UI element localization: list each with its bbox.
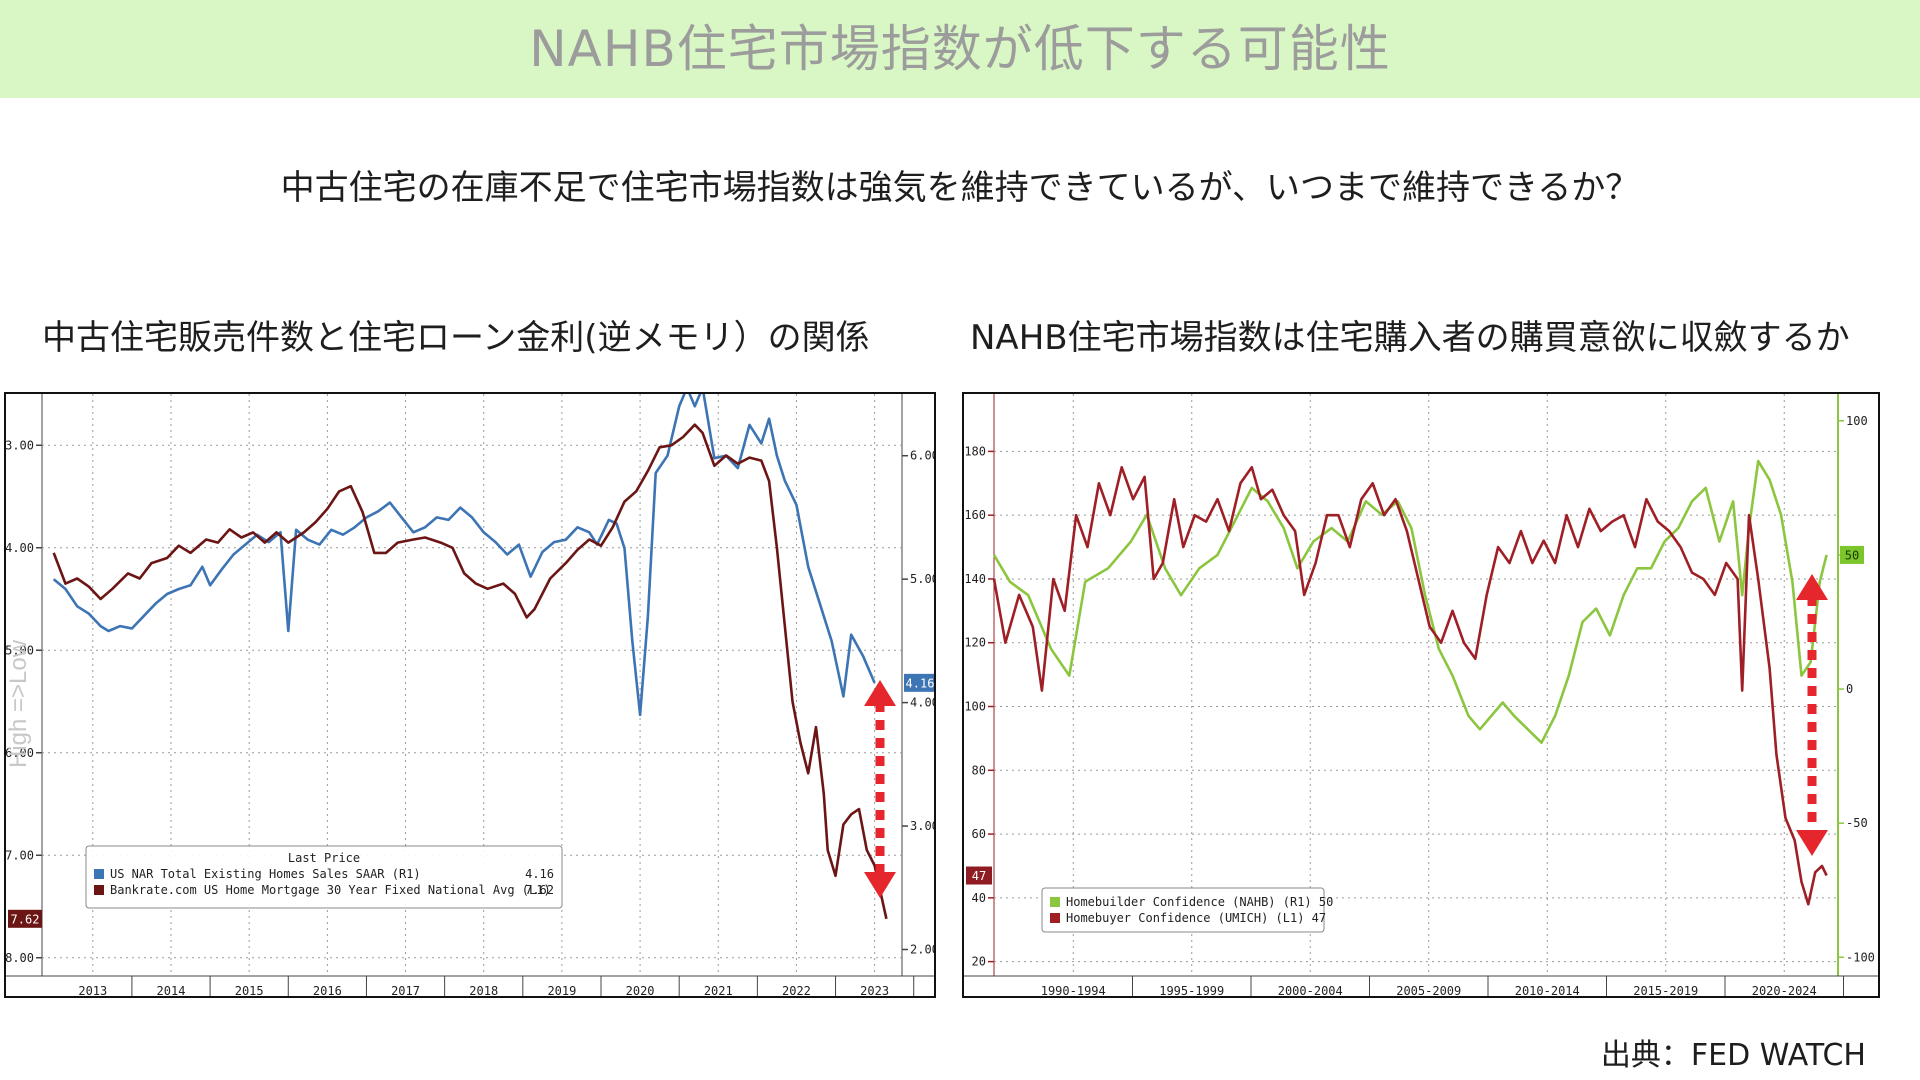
left-last-price-badge-label: 7.62 bbox=[11, 912, 40, 926]
left-tick-label: 40 bbox=[972, 891, 986, 905]
existing-sales-vs-mortgage-chart: 2013 2014 2015 2016 2017 2018 2019 2020 2021 2022… bbox=[6, 394, 934, 996]
right-tick-label: 3.00 bbox=[910, 819, 934, 833]
right-tick-label: 2.00 bbox=[910, 942, 934, 956]
left-axis-caption: High =>Low bbox=[6, 639, 32, 768]
x-tick-label: 2017 bbox=[391, 984, 420, 996]
series-line-homebuilder-confidence-nahb bbox=[992, 459, 1828, 745]
x-tick-label: 2015 bbox=[235, 984, 264, 996]
legend-label: US NAR Total Existing Homes Sales SAAR (… bbox=[110, 867, 421, 881]
title-banner: NAHB住宅市場指数が低下する可能性 bbox=[0, 0, 1920, 98]
legend-swatch bbox=[94, 885, 104, 895]
right-tick-label: 5.00 bbox=[910, 572, 934, 586]
right-chart-heading: NAHB住宅市場指数は住宅購入者の購買意欲に収斂するか bbox=[970, 318, 1850, 358]
right-tick-label: 4.00 bbox=[910, 696, 934, 710]
left-tick-label: 7.00 bbox=[6, 848, 34, 862]
x-tick-label: 2021 bbox=[704, 984, 733, 996]
series-line-homebuyer-confidence-umich bbox=[992, 466, 1828, 906]
x-tick-label: 2013 bbox=[78, 984, 107, 996]
right-tick-label: -100 bbox=[1846, 950, 1875, 964]
x-tick-label: 2005-2009 bbox=[1396, 984, 1461, 996]
x-tick-label: 2010-2014 bbox=[1515, 984, 1580, 996]
left-tick-label: 4.00 bbox=[6, 541, 34, 555]
legend-label: Homebuilder Confidence (NAHB) (R1) 50 bbox=[1066, 895, 1333, 909]
arrow-head-up bbox=[1796, 574, 1828, 600]
x-tick-label: 2018 bbox=[469, 984, 498, 996]
convergence-gap-arrow bbox=[1796, 574, 1828, 856]
page-title: NAHB住宅市場指数が低下する可能性 bbox=[529, 20, 1391, 78]
left-last-value-badge-bg bbox=[966, 866, 992, 885]
chart-legend: Last Price US NAR Total Existing Homes Sa… bbox=[85, 845, 563, 909]
x-tick-label: 2019 bbox=[547, 984, 576, 996]
left-chart-panel: 2013 2014 2015 2016 2017 2018 2019 2020 2021 2022… bbox=[4, 392, 936, 998]
x-tick-label: 2022 bbox=[782, 984, 811, 996]
x-tick-label: 2000-2004 bbox=[1278, 984, 1343, 996]
arrow-head-up bbox=[864, 680, 896, 706]
right-tick-label: 100 bbox=[1846, 414, 1868, 428]
x-tick-label: 2020 bbox=[626, 984, 655, 996]
left-tick-label: 120 bbox=[964, 636, 986, 650]
series-line-mortgage-rate-30y bbox=[52, 423, 888, 920]
x-tick-label: 2023 bbox=[860, 984, 889, 996]
chart-legend: Homebuilder Confidence (NAHB) (R1) 50 Hom… bbox=[1041, 887, 1333, 933]
legend-swatch bbox=[94, 869, 104, 879]
left-tick-label: 60 bbox=[972, 827, 986, 841]
right-last-price-badge: 4.16 bbox=[904, 673, 934, 692]
legend-value: 7.62 bbox=[525, 883, 554, 897]
left-last-price-badge-bg bbox=[8, 909, 42, 928]
x-tick-label: 2016 bbox=[313, 984, 342, 996]
legend-box bbox=[1041, 887, 1325, 933]
left-tick-label: 100 bbox=[964, 700, 986, 714]
legend-label: Bankrate.com US Home Mortgage 30 Year Fi… bbox=[110, 883, 551, 897]
left-tick-label: 80 bbox=[972, 763, 986, 777]
left-tick-label: 6.00 bbox=[6, 746, 34, 760]
x-tick-label: 1995-1999 bbox=[1159, 984, 1224, 996]
arrow-head-down bbox=[1796, 830, 1828, 856]
left-tick-label: 180 bbox=[964, 444, 986, 458]
left-tick-label: 160 bbox=[964, 508, 986, 522]
right-tick-label: 0 bbox=[1846, 682, 1853, 696]
right-tick-label: 6.00 bbox=[910, 449, 934, 463]
legend-value: 4.16 bbox=[525, 867, 554, 881]
left-tick-label: 5.00 bbox=[6, 643, 34, 657]
x-tick-label: 2014 bbox=[157, 984, 186, 996]
x-tick-label: 2015-2019 bbox=[1633, 984, 1698, 996]
legend-swatch bbox=[1050, 913, 1060, 923]
left-tick-label: 3.00 bbox=[6, 438, 34, 452]
arrow-head-down bbox=[864, 872, 896, 898]
left-chart-heading: 中古住宅販売件数と住宅ローン金利(逆メモリ）の関係 bbox=[42, 318, 870, 358]
legend-label: Homebuyer Confidence (UMICH) (L1) 47 bbox=[1066, 911, 1326, 925]
left-tick-label: 20 bbox=[972, 955, 986, 969]
right-chart-panel: 1990-1994 1995-1999 2000-2004 2005-2009 2010… bbox=[962, 392, 1880, 998]
left-last-value-badge: 47 bbox=[966, 866, 992, 885]
series-line-existing-home-sales bbox=[52, 394, 876, 717]
x-tick-label: 1990-1994 bbox=[1041, 984, 1106, 996]
right-tick-label: -50 bbox=[1846, 816, 1868, 830]
decline-gap-arrow bbox=[864, 680, 896, 898]
x-tick-label: 2020-2024 bbox=[1752, 984, 1817, 996]
left-tick-label: 8.00 bbox=[6, 951, 34, 965]
left-last-price-badge: 7.62 bbox=[8, 909, 42, 928]
legend-header: Last Price bbox=[288, 851, 360, 865]
right-last-value-badge-bg bbox=[1840, 545, 1864, 564]
right-last-price-badge-label: 4.16 bbox=[906, 676, 934, 690]
builder-vs-buyer-confidence-chart: 1990-1994 1995-1999 2000-2004 2005-2009 2010… bbox=[964, 394, 1878, 996]
left-tick-label: 140 bbox=[964, 572, 986, 586]
legend-swatch bbox=[1050, 897, 1060, 907]
page-subtitle: 中古住宅の在庫不足で住宅市場指数は強気を維持できているが、いつまで維持できるか？ bbox=[280, 168, 1640, 208]
source-credit: 出典：FED WATCH bbox=[1600, 1038, 1866, 1073]
right-last-price-badge-bg bbox=[904, 673, 934, 692]
legend-box bbox=[85, 845, 563, 909]
right-last-value-badge-label: 50 bbox=[1845, 548, 1859, 562]
right-last-value-badge: 50 bbox=[1840, 545, 1864, 564]
left-last-value-badge-label: 47 bbox=[972, 869, 986, 883]
